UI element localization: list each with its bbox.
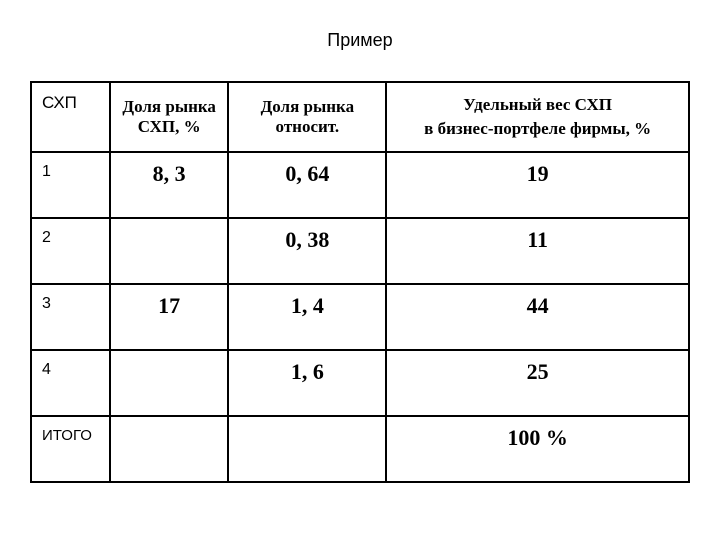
data-table: СХП Доля рынка СХП, % Доля рынка относит… <box>30 81 690 483</box>
cell-total-share <box>110 416 228 482</box>
cell-share <box>110 350 228 416</box>
cell-shp: 3 <box>31 284 110 350</box>
header-shp: СХП <box>31 82 110 152</box>
cell-total-rel <box>228 416 386 482</box>
page-title: Пример <box>30 30 690 51</box>
cell-shp: 4 <box>31 350 110 416</box>
header-weight: Удельный вес СХП в бизнес-портфеле фирмы… <box>386 82 689 152</box>
header-weight-l1: Удельный вес СХП <box>463 95 612 114</box>
header-rel: Доля рынка относит. <box>228 82 386 152</box>
cell-weight: 25 <box>386 350 689 416</box>
table-row: 2 0, 38 11 <box>31 218 689 284</box>
cell-weight: 11 <box>386 218 689 284</box>
cell-rel: 0, 38 <box>228 218 386 284</box>
cell-shp: 1 <box>31 152 110 218</box>
cell-rel: 1, 6 <box>228 350 386 416</box>
cell-share: 8, 3 <box>110 152 228 218</box>
cell-share: 17 <box>110 284 228 350</box>
table-header-row: СХП Доля рынка СХП, % Доля рынка относит… <box>31 82 689 152</box>
cell-rel: 0, 64 <box>228 152 386 218</box>
cell-rel: 1, 4 <box>228 284 386 350</box>
table-row: 1 8, 3 0, 64 19 <box>31 152 689 218</box>
cell-shp: 2 <box>31 218 110 284</box>
header-weight-l2: в бизнес-портфеле фирмы, % <box>424 119 651 138</box>
header-share: Доля рынка СХП, % <box>110 82 228 152</box>
table-row: 3 17 1, 4 44 <box>31 284 689 350</box>
cell-total-label: ИТОГО <box>31 416 110 482</box>
cell-total-weight: 100 % <box>386 416 689 482</box>
cell-weight: 44 <box>386 284 689 350</box>
table-total-row: ИТОГО 100 % <box>31 416 689 482</box>
cell-weight: 19 <box>386 152 689 218</box>
table-row: 4 1, 6 25 <box>31 350 689 416</box>
cell-share <box>110 218 228 284</box>
